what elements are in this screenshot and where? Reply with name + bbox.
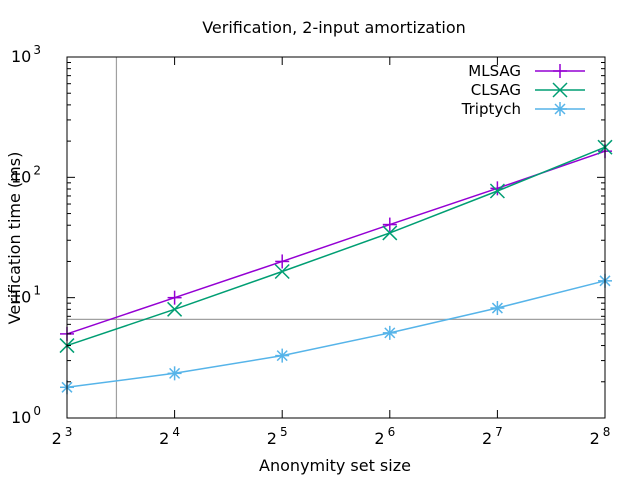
data-point-mlsag — [275, 254, 290, 269]
y-tick-label: 10 3 — [11, 43, 41, 66]
marker-stroke — [554, 103, 566, 115]
data-point-triptych — [167, 366, 182, 381]
y-tick-label: 10 0 — [11, 404, 41, 427]
data-point-triptych — [382, 325, 397, 340]
marker-stroke — [382, 225, 398, 241]
marker-stroke — [552, 82, 568, 98]
legend-marker-triptych — [553, 102, 567, 116]
plot-frame — [66, 56, 606, 419]
series-group — [59, 139, 613, 395]
data-point-triptych — [275, 348, 290, 363]
marker-stroke — [167, 301, 183, 317]
series-line-triptych — [66, 280, 606, 389]
marker-stroke — [384, 327, 396, 339]
legend-marker-clsag — [552, 82, 568, 98]
legend-label-mlsag: MLSAG — [468, 62, 521, 80]
data-point-clsag — [382, 225, 398, 241]
y-tick-label: 10 1 — [11, 284, 41, 307]
y-tick-label: 10 2 — [11, 163, 41, 186]
data-point-clsag — [489, 183, 505, 199]
series-line-mlsag — [66, 150, 606, 335]
data-point-mlsag — [167, 290, 182, 305]
legend-label-triptych: Triptych — [461, 100, 521, 118]
chart-title: Verification, 2-input amortization — [202, 18, 466, 37]
marker-stroke — [489, 183, 505, 199]
data-point-triptych — [490, 301, 505, 316]
y-axis-label: Verification time (ms) — [5, 152, 24, 325]
marker-stroke — [169, 367, 181, 379]
reference-lines — [67, 57, 605, 418]
data-point-mlsag — [382, 217, 397, 232]
marker-stroke — [274, 263, 290, 280]
marker-stroke — [491, 302, 503, 314]
marker-stroke — [276, 350, 288, 362]
series-line-clsag — [66, 146, 606, 347]
data-point-clsag — [274, 263, 290, 280]
legend-label-clsag: CLSAG — [471, 81, 521, 99]
data-point-clsag — [167, 301, 183, 317]
x-axis-label: Anonymity set size — [259, 456, 411, 475]
legend-marker-mlsag — [553, 64, 567, 78]
